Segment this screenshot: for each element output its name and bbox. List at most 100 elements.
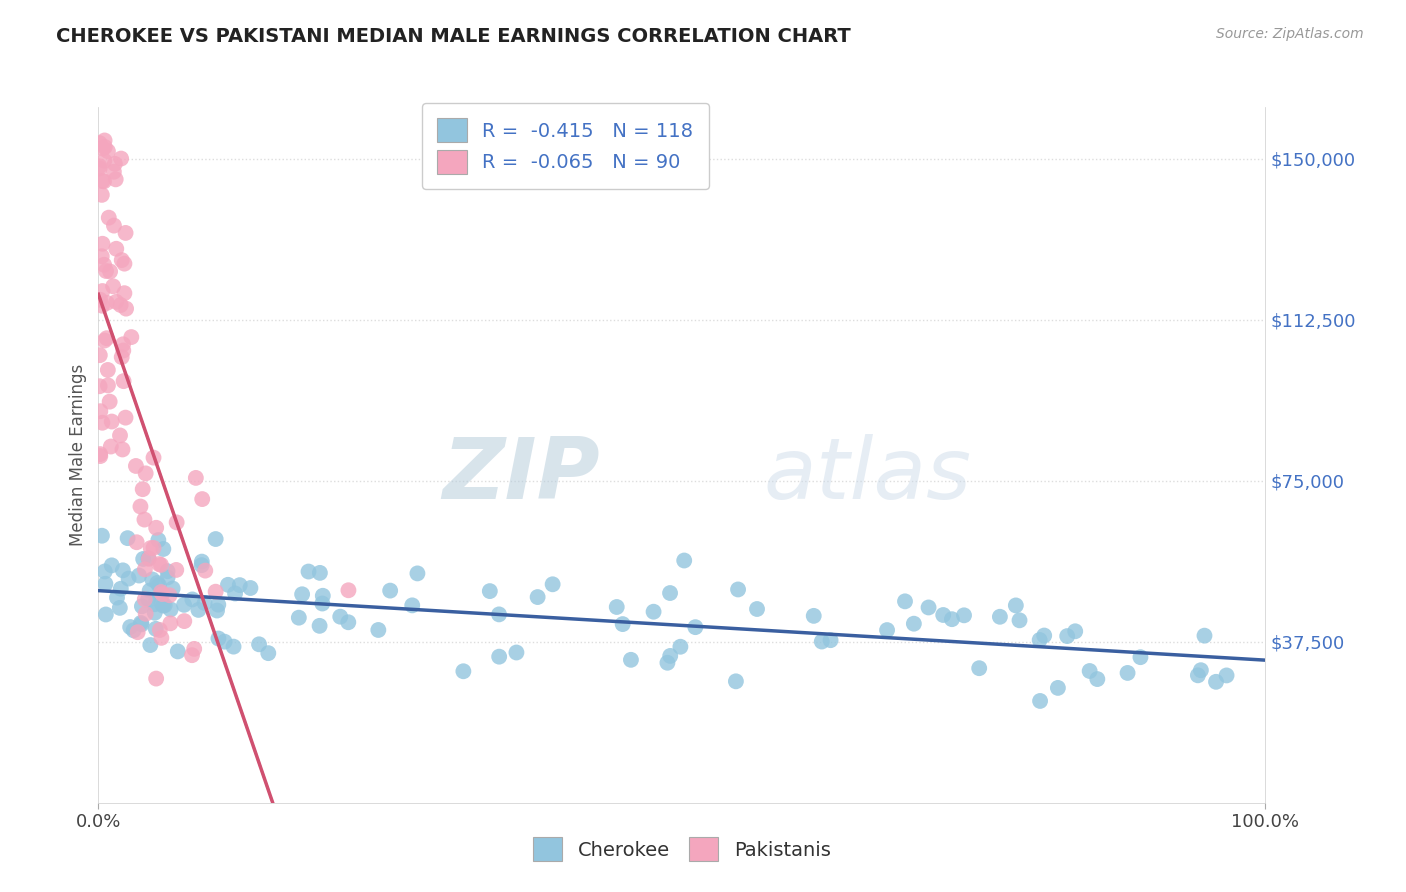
Point <box>120 620 142 634</box>
Point <box>131 599 153 614</box>
Point <box>190 558 212 573</box>
Point <box>129 500 152 514</box>
Point <box>100 415 122 429</box>
Point <box>1078 664 1101 678</box>
Text: atlas: atlas <box>763 434 972 517</box>
Point <box>111 442 134 457</box>
Point <box>917 600 939 615</box>
Point <box>93 153 115 168</box>
Point <box>187 603 209 617</box>
Point <box>89 159 111 173</box>
Point <box>127 625 149 640</box>
Point <box>1205 674 1227 689</box>
Point <box>337 615 360 630</box>
Point <box>1046 681 1069 695</box>
Point <box>337 583 360 598</box>
Point <box>100 440 122 454</box>
Point <box>378 583 402 598</box>
Point <box>724 674 747 689</box>
Point <box>150 558 173 572</box>
Point <box>207 632 229 646</box>
Text: CHEROKEE VS PAKISTANI MEDIAN MALE EARNINGS CORRELATION CHART: CHEROKEE VS PAKISTANI MEDIAN MALE EARNIN… <box>56 27 851 45</box>
Point <box>193 596 215 610</box>
Point <box>150 596 173 610</box>
Point <box>659 648 682 663</box>
Point <box>1194 629 1216 643</box>
Point <box>138 551 160 566</box>
Point <box>105 242 128 256</box>
Point <box>1116 665 1139 680</box>
Point <box>1033 628 1056 642</box>
Point <box>100 558 122 573</box>
Point <box>288 610 311 624</box>
Point <box>138 583 160 598</box>
Point <box>108 428 131 442</box>
Point <box>932 607 955 622</box>
Point <box>309 566 332 580</box>
Point <box>183 641 205 656</box>
Point <box>139 541 162 555</box>
Point <box>111 350 134 364</box>
Point <box>112 286 135 301</box>
Point <box>110 298 132 312</box>
Point <box>93 174 115 188</box>
Point <box>505 645 527 659</box>
Point <box>117 531 139 545</box>
Point <box>89 348 111 362</box>
Point <box>162 582 184 596</box>
Point <box>941 612 963 626</box>
Point <box>145 672 167 686</box>
Point <box>112 374 135 388</box>
Point <box>150 631 173 645</box>
Point <box>103 165 125 179</box>
Point <box>312 589 335 603</box>
Point <box>93 258 115 272</box>
Point <box>97 211 120 225</box>
Point <box>114 410 136 425</box>
Point <box>988 609 1011 624</box>
Point <box>1064 624 1087 639</box>
Point <box>135 467 157 481</box>
Point <box>141 573 163 587</box>
Point <box>136 592 159 607</box>
Point <box>139 638 162 652</box>
Point <box>138 551 160 566</box>
Point <box>659 586 682 600</box>
Point <box>148 578 170 592</box>
Point <box>308 619 330 633</box>
Point <box>204 532 226 546</box>
Point <box>967 661 990 675</box>
Point <box>191 555 214 569</box>
Point <box>122 624 145 638</box>
Point <box>367 623 389 637</box>
Point <box>406 566 429 581</box>
Point <box>205 603 228 617</box>
Point <box>657 656 679 670</box>
Point <box>96 331 118 345</box>
Point <box>93 334 115 348</box>
Point <box>184 471 207 485</box>
Point <box>89 379 111 393</box>
Point <box>94 565 117 579</box>
Point <box>669 640 692 654</box>
Point <box>1129 650 1152 665</box>
Point <box>1005 599 1028 613</box>
Point <box>229 578 252 592</box>
Point <box>125 458 148 473</box>
Point <box>152 541 174 556</box>
Point <box>103 219 125 233</box>
Point <box>97 378 120 392</box>
Point <box>1056 629 1078 643</box>
Point <box>1029 694 1052 708</box>
Point <box>90 529 112 543</box>
Point <box>166 644 188 658</box>
Point <box>453 665 475 679</box>
Point <box>98 394 121 409</box>
Point <box>111 563 134 577</box>
Point <box>120 330 142 344</box>
Point <box>745 602 768 616</box>
Point <box>222 640 245 654</box>
Point <box>131 617 153 632</box>
Point <box>89 136 111 151</box>
Point <box>673 553 696 567</box>
